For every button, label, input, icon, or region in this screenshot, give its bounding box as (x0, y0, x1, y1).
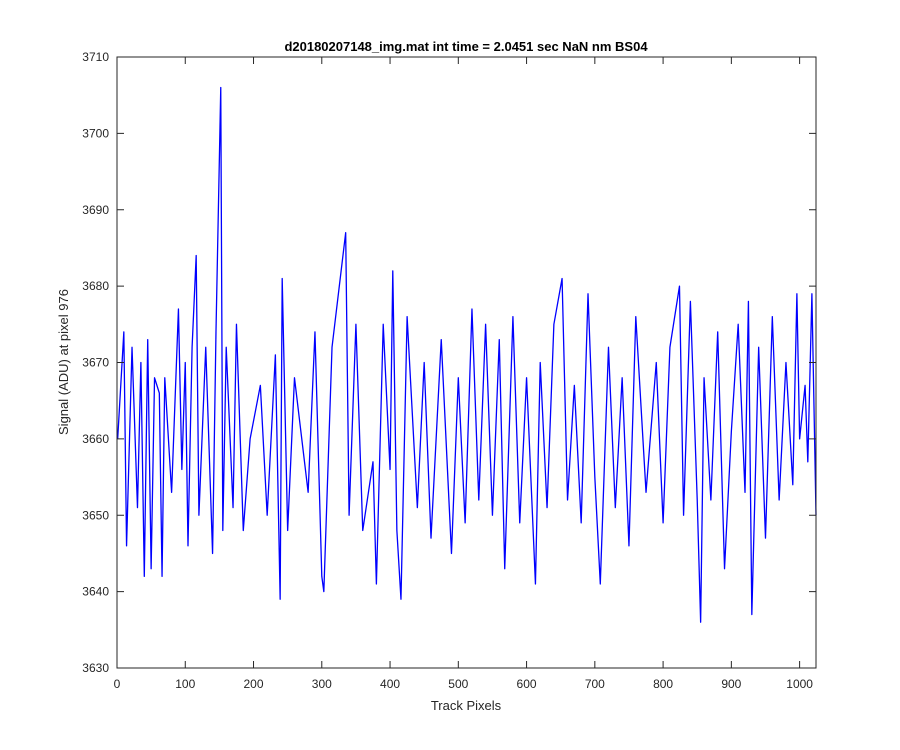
x-tick-label: 700 (585, 677, 605, 691)
x-axis-label: Track Pixels (431, 698, 502, 713)
y-tick-label: 3690 (82, 203, 109, 217)
x-tick-label: 100 (175, 677, 195, 691)
y-tick-label: 3660 (82, 432, 109, 446)
y-axis-ticks: 3630 3640 3650 3660 3670 3680 3690 3700 3710 (82, 50, 816, 675)
chart-title: d20180207148_img.mat int time = 2.0451 s… (284, 39, 648, 54)
x-axis-ticks: 0 100 200 300 400 500 600 700 800 900 1000 (114, 57, 813, 691)
y-axis-label: Signal (ADU) at pixel 976 (56, 289, 71, 435)
series-line (117, 86, 817, 623)
y-tick-label: 3650 (82, 508, 109, 522)
series-layer (117, 86, 817, 623)
x-tick-label: 900 (721, 677, 741, 691)
y-tick-label: 3670 (82, 356, 109, 370)
y-tick-label: 3680 (82, 279, 109, 293)
x-tick-label: 1000 (786, 677, 813, 691)
x-tick-label: 0 (114, 677, 121, 691)
x-tick-label: 600 (517, 677, 537, 691)
x-tick-label: 400 (380, 677, 400, 691)
x-tick-label: 300 (312, 677, 332, 691)
x-tick-label: 800 (653, 677, 673, 691)
y-tick-label: 3710 (82, 50, 109, 64)
y-tick-label: 3700 (82, 126, 109, 140)
plot-area (116, 56, 817, 669)
y-tick-label: 3630 (82, 661, 109, 675)
y-tick-label: 3640 (82, 585, 109, 599)
x-tick-label: 500 (448, 677, 468, 691)
x-tick-label: 200 (244, 677, 264, 691)
